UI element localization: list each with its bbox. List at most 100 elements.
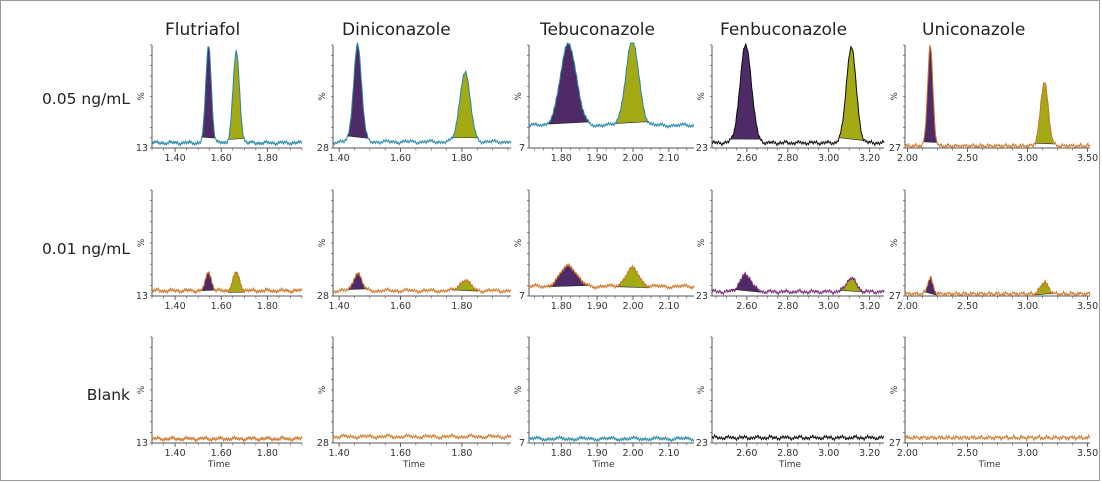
x-tick-label-3-0-1: 2.80 [777, 153, 798, 164]
y-percent-label-1-2: % [318, 385, 328, 394]
trace-0-1 [151, 270, 303, 295]
x-tick-label-3-1-3: 3.20 [859, 301, 880, 312]
y-percent-label-0-1: % [137, 238, 147, 247]
title-tebuconazole: Tebuconazole [540, 20, 655, 40]
y-min-label-3-0: 23 [696, 143, 708, 154]
x-tick-label-3-0-2: 3.00 [818, 153, 839, 164]
x-tick-label-1-0-0: 1.40 [329, 153, 350, 164]
peak-fill-3-0-1 [838, 45, 864, 141]
x-tick-label-3-1-2: 3.00 [818, 301, 839, 312]
y-min-label-4-1: 27 [889, 291, 901, 302]
y-percent-label-3-0: % [697, 92, 707, 101]
x-tick-label-1-1-2: 1.80 [451, 301, 472, 312]
x-tick-label-2-1-1: 1.90 [587, 301, 608, 312]
title-diniconazole: Diniconazole [342, 20, 451, 40]
x-tick-label-0-1-2: 1.80 [257, 301, 278, 312]
y-percent-label-2-0: % [514, 92, 524, 101]
x-tick-label-4-2-3: 3.50 [1077, 448, 1098, 459]
x-tick-label-3-2-1: 2.80 [777, 448, 798, 459]
y-percent-label-3-1: % [697, 238, 707, 247]
y-min-label-0-2: 13 [136, 438, 148, 449]
trace-1-0 [332, 42, 512, 146]
x-tick-label-0-0-0: 1.40 [164, 153, 185, 164]
trace-0-2 [151, 434, 303, 443]
x-tick-label-4-1-0: 2.00 [897, 301, 918, 312]
title-flutriafol: Flutriafol [165, 20, 241, 40]
y-percent-label-1-1: % [318, 238, 328, 247]
row-label-0.01: 0.01 ng/mL [41, 240, 130, 258]
trace-4-2 [904, 433, 1091, 442]
trace-1-2 [332, 432, 512, 441]
x-tick-label-0-1-1: 1.60 [211, 301, 232, 312]
x-tick-label-1-1-1: 1.60 [390, 301, 411, 312]
x-tick-label-3-2-2: 3.00 [818, 448, 839, 459]
x-tick-label-2-1-0: 1.80 [551, 301, 572, 312]
trace-3-0 [711, 42, 885, 147]
x-axis-title-2: Time [591, 460, 614, 470]
y-percent-label-4-2: % [890, 385, 900, 394]
y-min-label-0-0: 13 [136, 143, 148, 154]
x-tick-label-3-0-0: 2.60 [736, 153, 757, 164]
y-min-label-2-2: 7 [519, 438, 525, 449]
trace-4-0 [904, 44, 1091, 151]
y-min-label-1-2: 28 [317, 438, 329, 449]
y-min-label-1-0: 28 [317, 143, 329, 154]
trace-2-0 [528, 42, 695, 130]
x-tick-label-4-0-1: 2.50 [957, 153, 978, 164]
y-min-label-4-2: 27 [889, 438, 901, 449]
y-min-label-3-2: 23 [696, 438, 708, 449]
x-tick-label-1-0-1: 1.60 [390, 153, 411, 164]
trace-2-1 [528, 262, 695, 291]
y-min-label-3-1: 23 [696, 291, 708, 302]
y-percent-label-0-2: % [137, 385, 147, 394]
x-tick-label-3-2-3: 3.20 [859, 448, 880, 459]
x-tick-label-4-1-1: 2.50 [957, 301, 978, 312]
x-tick-label-3-0-3: 3.20 [859, 153, 880, 164]
x-tick-label-0-2-2: 1.80 [257, 448, 278, 459]
x-tick-label-4-1-2: 3.00 [1017, 301, 1038, 312]
y-percent-label-2-1: % [514, 238, 524, 247]
x-tick-label-4-2-0: 2.00 [897, 448, 918, 459]
trace-3-2 [711, 433, 885, 442]
y-min-label-0-1: 13 [136, 291, 148, 302]
x-tick-label-2-0-1: 1.90 [587, 153, 608, 164]
x-tick-label-2-0-2: 2.00 [622, 153, 643, 164]
row-label-0.05: 0.05 ng/mL [41, 90, 130, 108]
y-percent-label-1-0: % [318, 92, 328, 101]
x-axis-title-4: Time [977, 460, 1000, 470]
x-tick-label-2-0-0: 1.80 [551, 153, 572, 164]
x-tick-label-0-2-0: 1.40 [164, 448, 185, 459]
x-tick-label-1-2-1: 1.60 [390, 448, 411, 459]
x-tick-label-0-2-1: 1.60 [211, 448, 232, 459]
x-tick-label-4-0-2: 3.00 [1017, 153, 1038, 164]
y-min-label-4-0: 27 [889, 143, 901, 154]
y-min-label-2-1: 7 [519, 291, 525, 302]
trace-4-1 [904, 275, 1091, 298]
y-min-label-2-0: 7 [519, 143, 525, 154]
row-label-blank: Blank [86, 386, 130, 404]
x-tick-label-3-1-0: 2.60 [736, 301, 757, 312]
title-fenbuconazole: Fenbuconazole [720, 20, 848, 40]
trace-3-1 [711, 271, 885, 296]
x-tick-label-2-2-3: 2.10 [658, 448, 679, 459]
y-percent-label-3-2: % [697, 385, 707, 394]
peak-fill-2-0-0 [547, 42, 590, 125]
x-tick-label-0-1-0: 1.40 [164, 301, 185, 312]
trace-0-0 [151, 46, 303, 147]
x-tick-label-3-1-1: 2.80 [777, 301, 798, 312]
x-tick-label-2-1-2: 2.00 [622, 301, 643, 312]
x-tick-label-2-1-3: 2.10 [658, 301, 679, 312]
x-tick-label-1-1-0: 1.40 [329, 301, 350, 312]
y-min-label-1-1: 28 [317, 291, 329, 302]
peak-fill-2-0-1 [615, 42, 650, 124]
y-percent-label-4-0: % [890, 92, 900, 101]
x-axis-title-3: Time [778, 460, 801, 470]
x-tick-label-4-0-0: 2.00 [897, 153, 918, 164]
x-tick-label-4-2-2: 3.00 [1017, 448, 1038, 459]
y-percent-label-4-1: % [890, 238, 900, 247]
trace-1-1 [332, 271, 512, 295]
y-percent-label-2-2: % [514, 385, 524, 394]
trace-2-2 [528, 434, 695, 443]
